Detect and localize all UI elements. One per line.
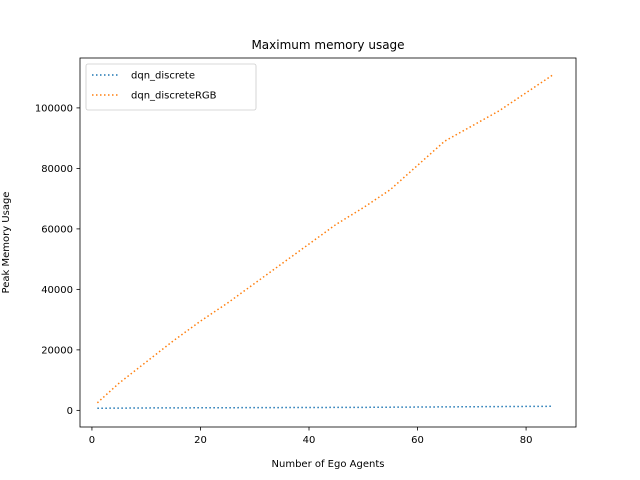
y-tick-label: 100000 [35, 103, 73, 114]
x-tick-label: 40 [303, 435, 316, 446]
y-tick-label: 60000 [41, 224, 73, 235]
series-line-dqn_discrete [97, 405, 554, 409]
y-axis-ticks: 0 20000 40000 60000 80000 100000 [35, 103, 80, 417]
y-tick-label: 40000 [41, 285, 73, 296]
legend-label: dqn_discrete [131, 71, 195, 82]
x-tick-label: 20 [194, 435, 207, 446]
legend-label: dqn_discreteRGB [131, 91, 217, 102]
x-tick-label: 60 [411, 435, 424, 446]
series-line-dqn_discreteRGB [96, 74, 554, 404]
y-tick-label: 80000 [41, 164, 73, 175]
chart-title: Maximum memory usage [251, 38, 404, 52]
y-tick-label: 0 [67, 406, 73, 417]
x-tick-label: 0 [89, 435, 95, 446]
y-axis-label: Peak Memory Usage [1, 192, 12, 294]
y-tick-label: 20000 [41, 345, 73, 356]
series-layer [96, 74, 554, 409]
plot-frame [79, 57, 577, 428]
legend: dqn_discrete dqn_discreteRGB [85, 63, 257, 111]
x-axis-ticks: 0 20 40 60 80 [89, 427, 533, 446]
legend-box [85, 63, 257, 111]
x-axis-label: Number of Ego Agents [272, 459, 385, 470]
x-tick-label: 80 [520, 435, 533, 446]
